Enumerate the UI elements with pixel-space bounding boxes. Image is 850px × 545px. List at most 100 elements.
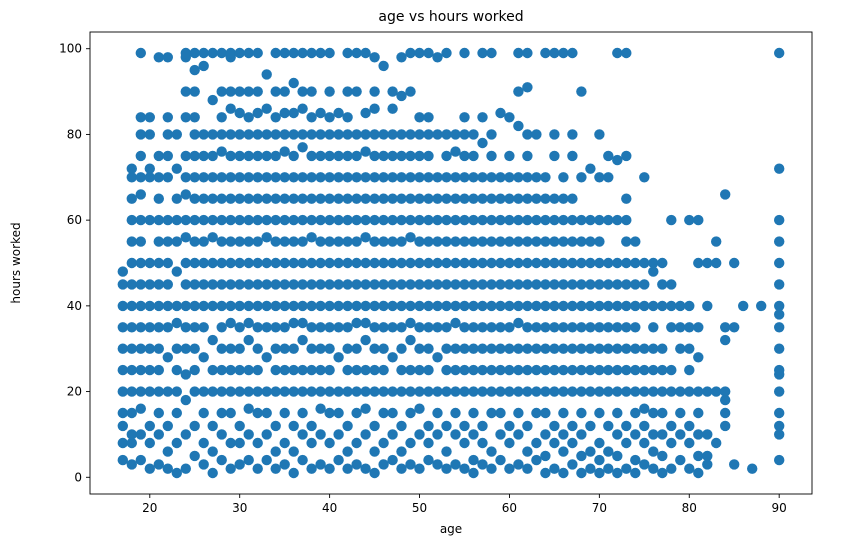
data-point bbox=[225, 172, 236, 183]
data-point bbox=[549, 47, 560, 59]
data-point bbox=[639, 403, 650, 414]
data-point bbox=[126, 343, 137, 354]
data-point bbox=[288, 386, 299, 397]
data-point bbox=[576, 86, 587, 97]
data-point bbox=[261, 69, 272, 80]
data-point bbox=[396, 150, 407, 162]
data-point bbox=[531, 343, 542, 354]
data-point bbox=[504, 150, 515, 162]
data-point bbox=[189, 257, 200, 269]
data-point bbox=[459, 343, 470, 354]
data-point bbox=[351, 129, 362, 140]
data-point bbox=[342, 364, 353, 376]
data-point bbox=[486, 386, 497, 397]
data-point bbox=[684, 437, 695, 449]
data-point bbox=[540, 214, 551, 226]
data-point bbox=[144, 364, 155, 376]
data-point bbox=[279, 129, 290, 140]
data-point bbox=[612, 300, 623, 312]
data-point bbox=[576, 236, 587, 247]
data-point bbox=[252, 322, 263, 333]
data-point bbox=[585, 279, 596, 290]
data-point bbox=[243, 429, 254, 440]
data-point bbox=[405, 232, 416, 243]
data-point bbox=[711, 437, 722, 449]
data-point bbox=[387, 429, 398, 440]
data-point bbox=[504, 193, 515, 204]
data-point bbox=[270, 463, 281, 474]
data-point bbox=[576, 322, 587, 333]
data-point bbox=[234, 150, 245, 162]
data-point bbox=[504, 420, 515, 432]
data-point bbox=[243, 334, 254, 346]
data-point bbox=[594, 236, 605, 247]
data-point bbox=[351, 236, 362, 247]
data-point bbox=[117, 386, 128, 397]
data-point bbox=[243, 112, 254, 123]
data-point bbox=[144, 112, 155, 123]
data-point bbox=[459, 150, 470, 162]
data-point bbox=[207, 279, 218, 290]
data-point bbox=[639, 257, 650, 269]
data-point bbox=[603, 257, 614, 269]
data-point bbox=[198, 300, 209, 312]
data-point bbox=[432, 257, 443, 269]
data-point bbox=[297, 454, 308, 466]
data-point bbox=[387, 193, 398, 204]
data-point bbox=[486, 193, 497, 204]
data-point bbox=[531, 454, 542, 466]
data-point bbox=[396, 129, 407, 140]
data-point bbox=[432, 429, 443, 440]
data-point bbox=[693, 407, 704, 419]
data-point bbox=[621, 420, 632, 432]
data-point bbox=[513, 300, 524, 312]
data-point bbox=[612, 450, 623, 462]
data-point bbox=[477, 437, 488, 449]
data-point bbox=[360, 364, 371, 376]
data-point bbox=[369, 446, 380, 457]
data-point bbox=[270, 300, 281, 312]
data-point bbox=[252, 437, 263, 449]
data-point bbox=[774, 322, 785, 333]
data-point bbox=[324, 47, 335, 59]
data-point bbox=[126, 300, 137, 312]
data-point bbox=[369, 364, 380, 376]
data-point bbox=[441, 300, 452, 312]
data-point bbox=[306, 437, 317, 449]
data-point bbox=[594, 129, 605, 140]
data-point bbox=[153, 343, 164, 354]
data-point bbox=[486, 236, 497, 247]
y-tick-label: 40 bbox=[67, 299, 82, 313]
data-point bbox=[756, 300, 767, 312]
data-point bbox=[117, 266, 128, 277]
x-tick-label: 70 bbox=[592, 501, 607, 515]
data-point bbox=[189, 364, 200, 376]
data-point bbox=[396, 257, 407, 269]
data-point bbox=[648, 257, 659, 269]
data-point bbox=[207, 214, 218, 226]
data-point bbox=[234, 47, 245, 59]
data-point bbox=[603, 279, 614, 290]
data-point bbox=[252, 236, 263, 247]
data-point bbox=[405, 459, 416, 470]
data-point bbox=[369, 467, 380, 479]
data-point bbox=[396, 214, 407, 226]
data-point bbox=[180, 86, 191, 97]
data-point bbox=[198, 60, 209, 72]
data-point bbox=[342, 86, 353, 97]
data-point bbox=[729, 459, 740, 470]
data-point bbox=[297, 193, 308, 204]
data-point bbox=[477, 300, 488, 312]
data-point bbox=[459, 129, 470, 140]
data-point bbox=[639, 459, 650, 470]
data-point bbox=[270, 112, 281, 123]
data-point bbox=[576, 343, 587, 354]
data-point bbox=[639, 437, 650, 449]
data-point bbox=[369, 386, 380, 397]
data-point bbox=[162, 322, 173, 333]
data-point bbox=[306, 172, 317, 183]
data-point bbox=[504, 463, 515, 474]
data-point bbox=[504, 257, 515, 269]
data-point bbox=[270, 257, 281, 269]
data-point bbox=[387, 214, 398, 226]
